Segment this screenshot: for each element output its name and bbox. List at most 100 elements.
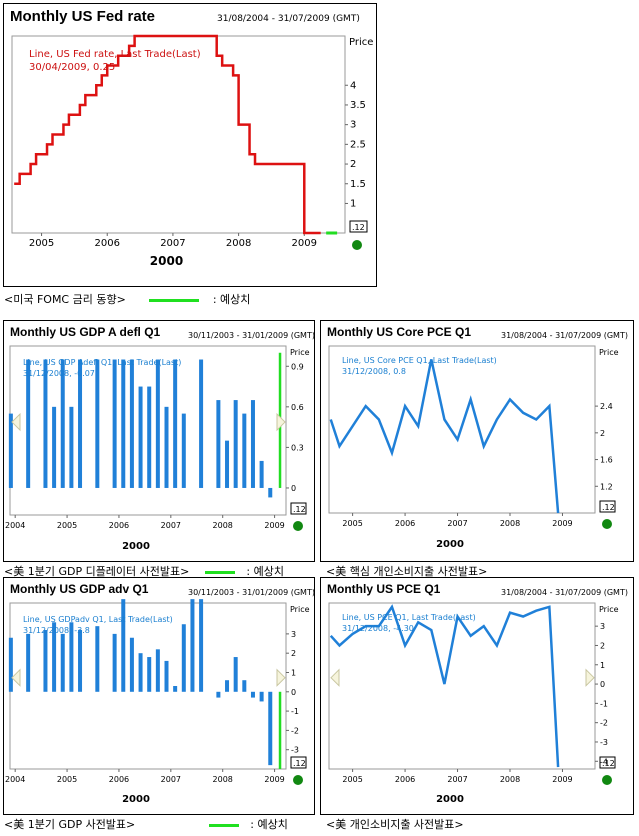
data-bar xyxy=(112,633,117,692)
data-bar xyxy=(26,359,31,488)
annotation-series-label: Line, US GDPadv Q1, Last Trade(Last) xyxy=(23,615,173,624)
data-bar xyxy=(250,400,255,488)
scroll-right-arrow-icon xyxy=(276,668,286,687)
data-bar xyxy=(26,633,31,692)
y-tick-label: 3 xyxy=(291,630,296,639)
data-bar xyxy=(60,633,65,692)
x-tick-label: 2008 xyxy=(213,775,233,784)
gdp-adv-panel: Monthly US GDP adv Q1 30/11/2003 - 31/01… xyxy=(3,577,315,815)
y-tick-label: 2 xyxy=(600,641,605,650)
data-bar xyxy=(164,660,169,692)
panel-title: Monthly US PCE Q1 xyxy=(327,582,441,596)
data-bar xyxy=(199,599,204,692)
data-bar xyxy=(147,386,152,488)
x-tick-label: 2005 xyxy=(342,775,362,784)
data-bar xyxy=(155,649,160,692)
data-bar xyxy=(216,691,221,698)
data-bar xyxy=(225,680,230,692)
y-tick-label: -3 xyxy=(291,746,299,755)
panel-title: Monthly US GDP A defl Q1 xyxy=(10,325,161,339)
data-bar xyxy=(259,460,264,488)
data-bar xyxy=(190,599,195,692)
date-range: 31/08/2004 - 31/07/2009 (GMT) xyxy=(217,14,360,24)
date-range: 30/11/2003 - 31/01/2009 (GMT) xyxy=(188,588,315,597)
x-tick-label: 2009 xyxy=(264,775,284,784)
x-tick-label: 2005 xyxy=(57,521,77,530)
data-bar xyxy=(147,657,152,692)
data-bar xyxy=(121,359,126,488)
x-tick-label: 2009 xyxy=(552,519,572,528)
x-axis-era-label: 2000 xyxy=(122,541,150,552)
x-tick-label: 2008 xyxy=(213,521,233,530)
data-bar xyxy=(164,406,169,488)
caption-text: <미국 FOMC 금리 동향> xyxy=(4,293,126,306)
data-bar xyxy=(95,626,100,692)
annotation-last-value: 31/12/2008, 0.8 xyxy=(342,367,406,376)
data-bar xyxy=(78,359,83,488)
last-value-label: .12 xyxy=(293,759,306,768)
y-tick-label: 2 xyxy=(291,649,296,658)
fed-caption: <미국 FOMC 금리 동향> : 예상치 xyxy=(4,291,250,307)
fed-rate-chart[interactable]: Price .12 2005 2006 2007 2008 2009 2000 1 1.5 2 2.5… xyxy=(4,28,378,286)
pce-chart[interactable]: Price .12 2005 2006 2007 2008 2009 2000 -4 -3 -2 -1… xyxy=(321,598,635,816)
pce-caption: <美 개인소비지출 사전발표> xyxy=(326,816,464,832)
x-tick-label: 2009 xyxy=(264,521,284,530)
x-tick-label: 2007 xyxy=(161,521,181,530)
data-bar xyxy=(138,653,143,692)
status-dot-icon xyxy=(293,521,303,531)
data-bar xyxy=(268,691,273,766)
data-bar xyxy=(242,680,247,692)
data-bar xyxy=(8,637,13,692)
x-tick-label: 2008 xyxy=(500,519,520,528)
forecast-legend-label: : 예상치 xyxy=(212,293,251,306)
y-tick-label: 1.6 xyxy=(600,456,613,465)
caption-text: <美 핵심 개인소비지출 사전발표> xyxy=(326,565,488,578)
x-tick-label: 2005 xyxy=(57,775,77,784)
data-bar xyxy=(250,691,255,698)
y-tick-label: 1.5 xyxy=(350,179,366,190)
pce-series-line xyxy=(329,604,560,768)
core-pce-chart[interactable]: Price .12 2005 2006 2007 2008 2009 2000 1.2 1.6 2 2… xyxy=(321,341,635,563)
y-tick-label: -2 xyxy=(291,726,299,735)
panel-title: Monthly US Core PCE Q1 xyxy=(327,325,472,339)
data-bar xyxy=(216,400,221,488)
data-bar xyxy=(129,637,134,692)
y-tick-label: -1 xyxy=(600,699,608,708)
data-bar xyxy=(242,413,247,488)
x-axis-era-label: 2000 xyxy=(436,539,464,550)
scroll-right-arrow-icon xyxy=(276,412,286,432)
x-tick-label: 2007 xyxy=(447,775,467,784)
data-bar xyxy=(199,359,204,488)
x-axis-era-label: 2000 xyxy=(436,794,464,805)
scroll-left-arrow-icon xyxy=(11,668,21,687)
data-bar xyxy=(121,599,126,692)
last-value-label: .12 xyxy=(293,505,306,514)
status-dot-icon xyxy=(602,519,612,529)
last-value-badge xyxy=(290,502,307,515)
data-bar xyxy=(268,487,273,498)
forecast-legend-line xyxy=(204,570,235,574)
y-tick-label: 2.4 xyxy=(600,402,613,411)
core-pce-panel: Monthly US Core PCE Q1 31/08/2004 - 31/0… xyxy=(320,320,634,562)
data-bar xyxy=(43,359,48,488)
date-range: 31/08/2004 - 31/07/2009 (GMT) xyxy=(501,588,628,597)
pce-panel: Monthly US PCE Q1 31/08/2004 - 31/07/200… xyxy=(320,577,634,815)
y-tick-label: 4 xyxy=(350,80,356,91)
annotation-last-value: 30/04/2009, 0.25 xyxy=(29,62,115,73)
data-bar xyxy=(233,400,238,488)
data-bar xyxy=(259,691,264,702)
y-tick-label: 1 xyxy=(350,198,356,209)
data-bar xyxy=(173,686,178,692)
y-tick-label: 0.9 xyxy=(291,362,304,371)
panel-title: Monthly US Fed rate xyxy=(10,8,156,25)
last-value-badge xyxy=(349,220,368,233)
x-tick-label: 2009 xyxy=(292,238,317,249)
gdp-defl-chart[interactable]: Price .12 2004 2005 2006 2007 2008 2009 2000 0 0.3… xyxy=(4,341,316,563)
gdp-adv-chart[interactable]: Price .12 2004 2005 2006 2007 2008 2009 2000 -3 -2… xyxy=(4,598,316,816)
x-axis-era-label: 2000 xyxy=(122,794,150,805)
price-axis-label: Price xyxy=(349,37,373,48)
y-tick-label: 3 xyxy=(350,120,356,131)
data-bar xyxy=(112,359,117,488)
data-bar xyxy=(181,413,186,488)
data-bar xyxy=(52,622,57,692)
